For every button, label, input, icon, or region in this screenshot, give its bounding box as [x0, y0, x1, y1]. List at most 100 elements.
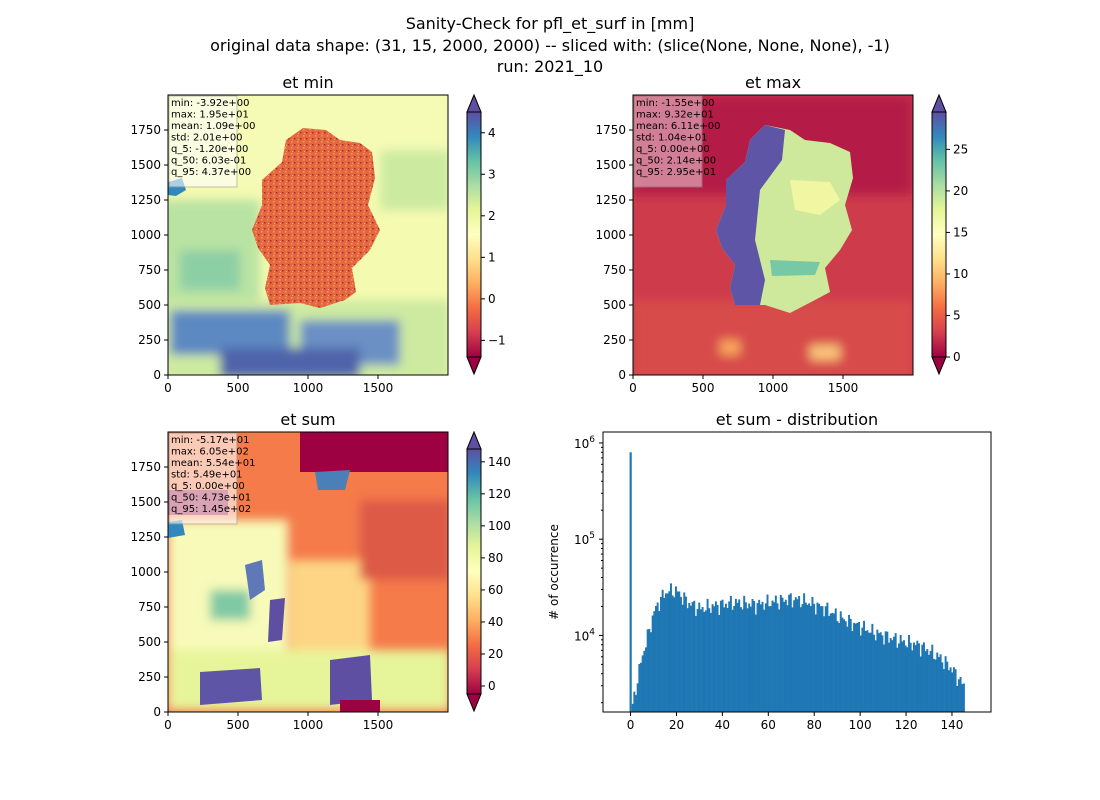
histogram-bar	[666, 593, 669, 712]
y-tick-label: 1750	[595, 123, 626, 137]
stats-std: std: 2.01e+00	[171, 133, 243, 144]
histogram-bar	[942, 669, 945, 712]
colorbar-tick-label: 1	[488, 250, 496, 264]
histogram-bar	[741, 609, 744, 712]
x-tick-label: 1000	[293, 381, 324, 395]
histogram-bar	[723, 607, 726, 712]
histogram-bar	[773, 602, 776, 712]
histogram-bar	[650, 632, 652, 712]
histogram-bar	[793, 600, 796, 712]
histogram-bar	[726, 608, 729, 712]
histogram-bar	[668, 591, 671, 712]
y-tick-label: 104	[574, 627, 595, 643]
histogram-bar	[869, 632, 872, 712]
histogram-bar	[638, 664, 641, 712]
histogram-bar	[828, 615, 831, 712]
x-tick-label: 1500	[363, 718, 394, 732]
histogram-bar	[708, 608, 711, 712]
histogram-bar	[819, 606, 822, 712]
histogram-bar	[711, 604, 714, 712]
histogram-bar	[951, 672, 954, 712]
histogram-bar	[884, 631, 887, 712]
y-tick-label: 1250	[595, 193, 626, 207]
colorbar-extend-min	[466, 693, 482, 713]
histogram-bar	[861, 627, 864, 712]
histogram-bar	[716, 604, 719, 712]
histogram-bar	[718, 614, 721, 712]
histogram-bar	[941, 662, 944, 712]
colorbar-tick-label: 0	[488, 679, 496, 693]
histogram-bar	[748, 603, 751, 712]
histogram-bar	[671, 595, 674, 712]
histogram-bar	[912, 642, 915, 712]
histogram-bar	[859, 635, 862, 712]
stats-mean: mean: 6.11e+00	[636, 121, 720, 132]
y-tick-label: 105	[574, 531, 595, 547]
colorbar-gradient	[932, 112, 946, 357]
histogram-bar	[753, 601, 756, 712]
histogram-bar	[713, 606, 716, 712]
colorbar-tick-label: 60	[488, 583, 503, 597]
histogram-panel: et sum - distribution 0 20 40 60 80 100 120 140 1…	[547, 410, 992, 732]
colorbar-tick-label: 15	[953, 225, 968, 239]
histogram-bar	[911, 650, 914, 712]
histogram-bar	[899, 634, 902, 712]
histogram-bar	[863, 620, 866, 712]
histogram-bar	[838, 622, 841, 712]
histogram-bar	[843, 619, 846, 712]
histogram-bar	[909, 642, 912, 712]
histogram-bar	[674, 586, 677, 712]
stats-max: max: 6.05e+02	[171, 447, 249, 458]
histogram-bar	[736, 602, 739, 712]
colorbar: −1 0 1 2 3 4	[466, 93, 506, 376]
histogram-bar	[813, 603, 816, 712]
colorbar-tick-label: 120	[488, 487, 511, 501]
y-tick-label: 0	[153, 705, 161, 719]
histogram-bar	[691, 601, 694, 712]
histogram-bar	[696, 608, 699, 712]
histogram-bar	[848, 614, 851, 712]
histogram-bar	[738, 599, 741, 712]
panel-title: et max	[745, 73, 801, 92]
stats-std: std: 1.04e+01	[636, 133, 708, 144]
colorbar-extend-max	[931, 93, 947, 113]
histogram-bar	[664, 593, 667, 712]
colorbar-tick-label: 2	[488, 209, 496, 223]
histogram-bar	[679, 596, 682, 712]
colorbar-frame	[466, 448, 482, 695]
histogram-bar	[814, 614, 817, 712]
histogram-bar	[903, 640, 905, 712]
histogram-bar	[633, 691, 636, 712]
histogram-bar	[784, 599, 787, 712]
histogram-bar	[643, 650, 646, 712]
figure-title-line-2: original data shape: (31, 15, 2000, 2000…	[210, 36, 890, 55]
histogram-bar	[888, 642, 890, 712]
colorbar-extend-min	[931, 356, 947, 376]
histogram-bar	[821, 606, 824, 712]
histogram-bar	[706, 598, 709, 712]
histogram-bar	[686, 608, 689, 712]
histogram-bar	[739, 607, 742, 712]
histogram-bar	[889, 638, 892, 712]
y-tick-label: 1000	[130, 228, 161, 242]
histogram-bar	[669, 583, 672, 712]
histogram-bar	[733, 606, 736, 712]
histogram-bar	[743, 595, 746, 712]
histogram-bar	[806, 604, 809, 712]
histogram-bar	[947, 670, 950, 712]
histogram-bar	[926, 649, 929, 712]
histogram-bar	[789, 593, 792, 712]
histogram-bar	[688, 602, 691, 712]
histogram-bar	[864, 630, 867, 712]
histogram-bar	[651, 615, 654, 712]
histogram-bar	[751, 599, 754, 712]
histogram-bar	[791, 607, 794, 712]
histogram-bar	[749, 606, 752, 712]
histogram-bar	[844, 621, 847, 712]
histogram-bar	[661, 589, 664, 712]
stats-q-50: q_50: 6.03e-01	[171, 156, 246, 167]
x-tick-label: 0	[627, 718, 635, 732]
